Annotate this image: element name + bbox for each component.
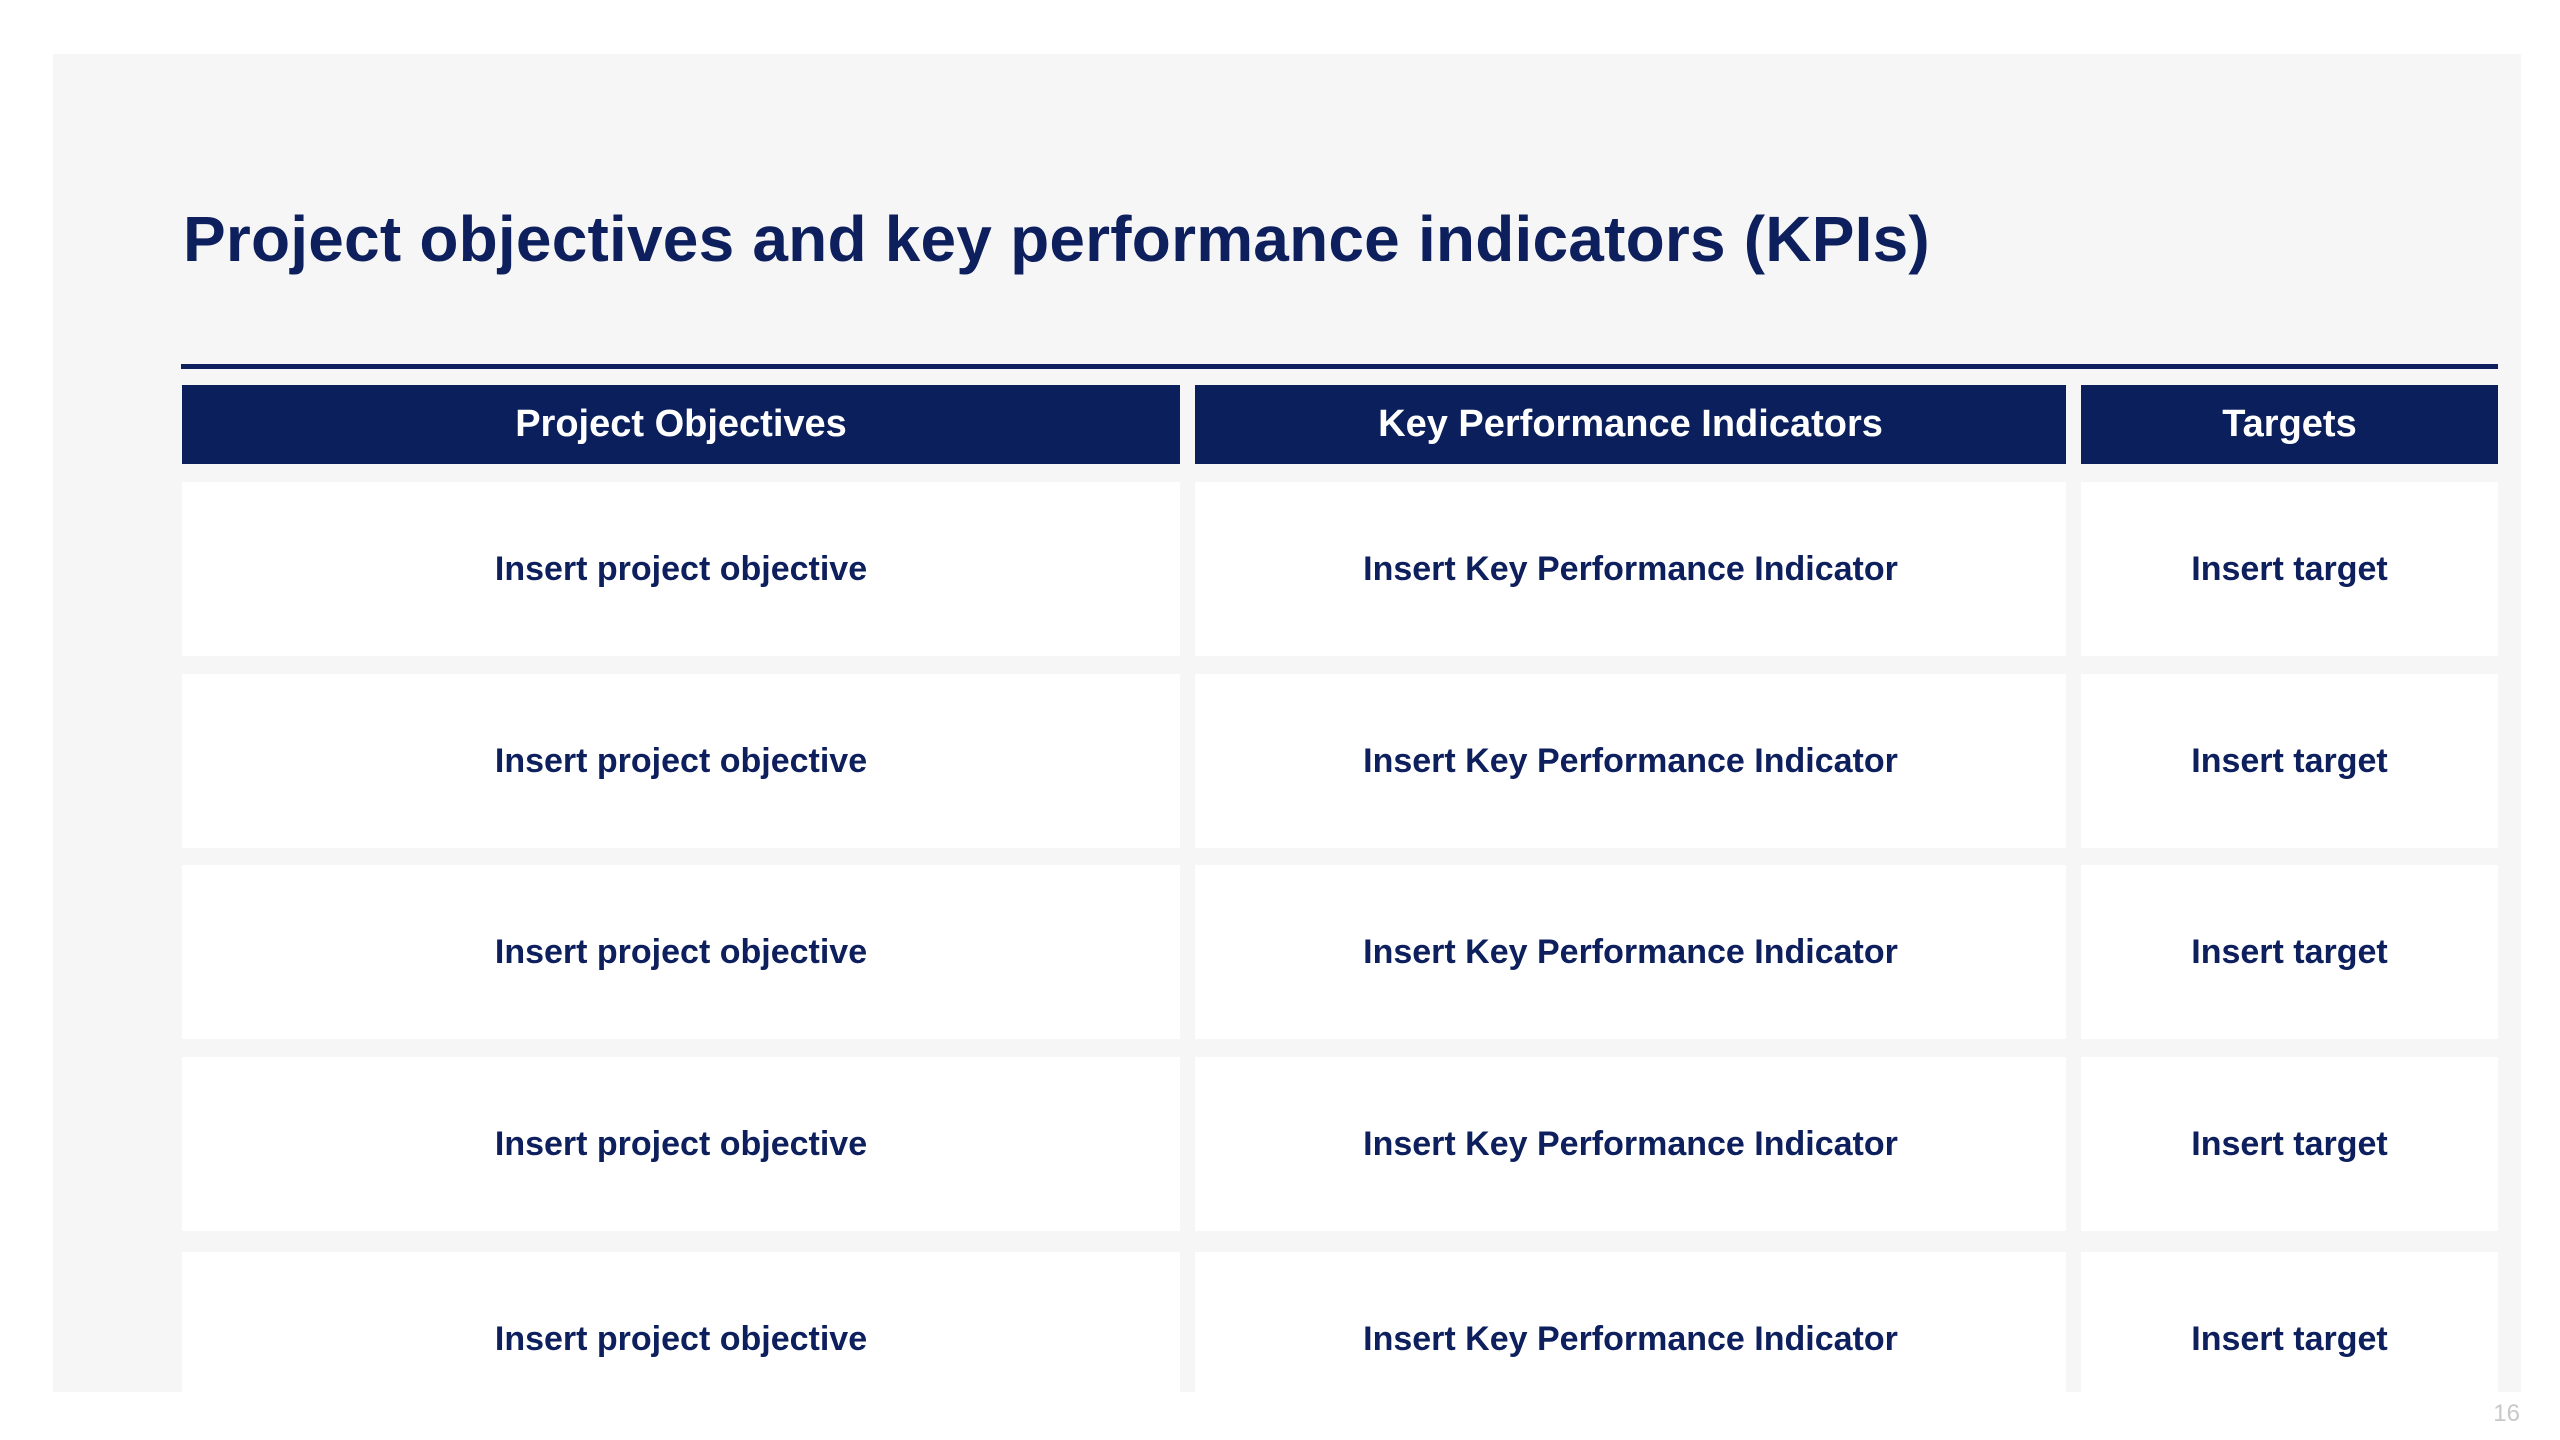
- objective-cell[interactable]: Insert project objective: [182, 1057, 1180, 1231]
- header-project-objectives: Project Objectives: [182, 385, 1180, 464]
- header-targets: Targets: [2081, 385, 2498, 464]
- objective-cell[interactable]: Insert project objective: [182, 1252, 1180, 1426]
- kpi-cell[interactable]: Insert Key Performance Indicator: [1195, 1252, 2066, 1426]
- target-cell[interactable]: Insert target: [2081, 482, 2498, 656]
- slide: Project objectives and key performance i…: [53, 54, 2521, 1426]
- page-number: 16: [2493, 1400, 2520, 1427]
- target-cell[interactable]: Insert target: [2081, 865, 2498, 1039]
- header-key-performance-indicators: Key Performance Indicators: [1195, 385, 2066, 464]
- target-cell[interactable]: Insert target: [2081, 1252, 2498, 1426]
- kpi-cell[interactable]: Insert Key Performance Indicator: [1195, 482, 2066, 656]
- objective-cell[interactable]: Insert project objective: [182, 482, 1180, 656]
- page-title: Project objectives and key performance i…: [183, 203, 1930, 275]
- objective-cell[interactable]: Insert project objective: [182, 865, 1180, 1039]
- target-cell[interactable]: Insert target: [2081, 674, 2498, 848]
- kpi-cell[interactable]: Insert Key Performance Indicator: [1195, 1057, 2066, 1231]
- target-cell[interactable]: Insert target: [2081, 1057, 2498, 1231]
- kpi-cell[interactable]: Insert Key Performance Indicator: [1195, 865, 2066, 1039]
- kpi-cell[interactable]: Insert Key Performance Indicator: [1195, 674, 2066, 848]
- title-divider: [181, 364, 2498, 369]
- objective-cell[interactable]: Insert project objective: [182, 674, 1180, 848]
